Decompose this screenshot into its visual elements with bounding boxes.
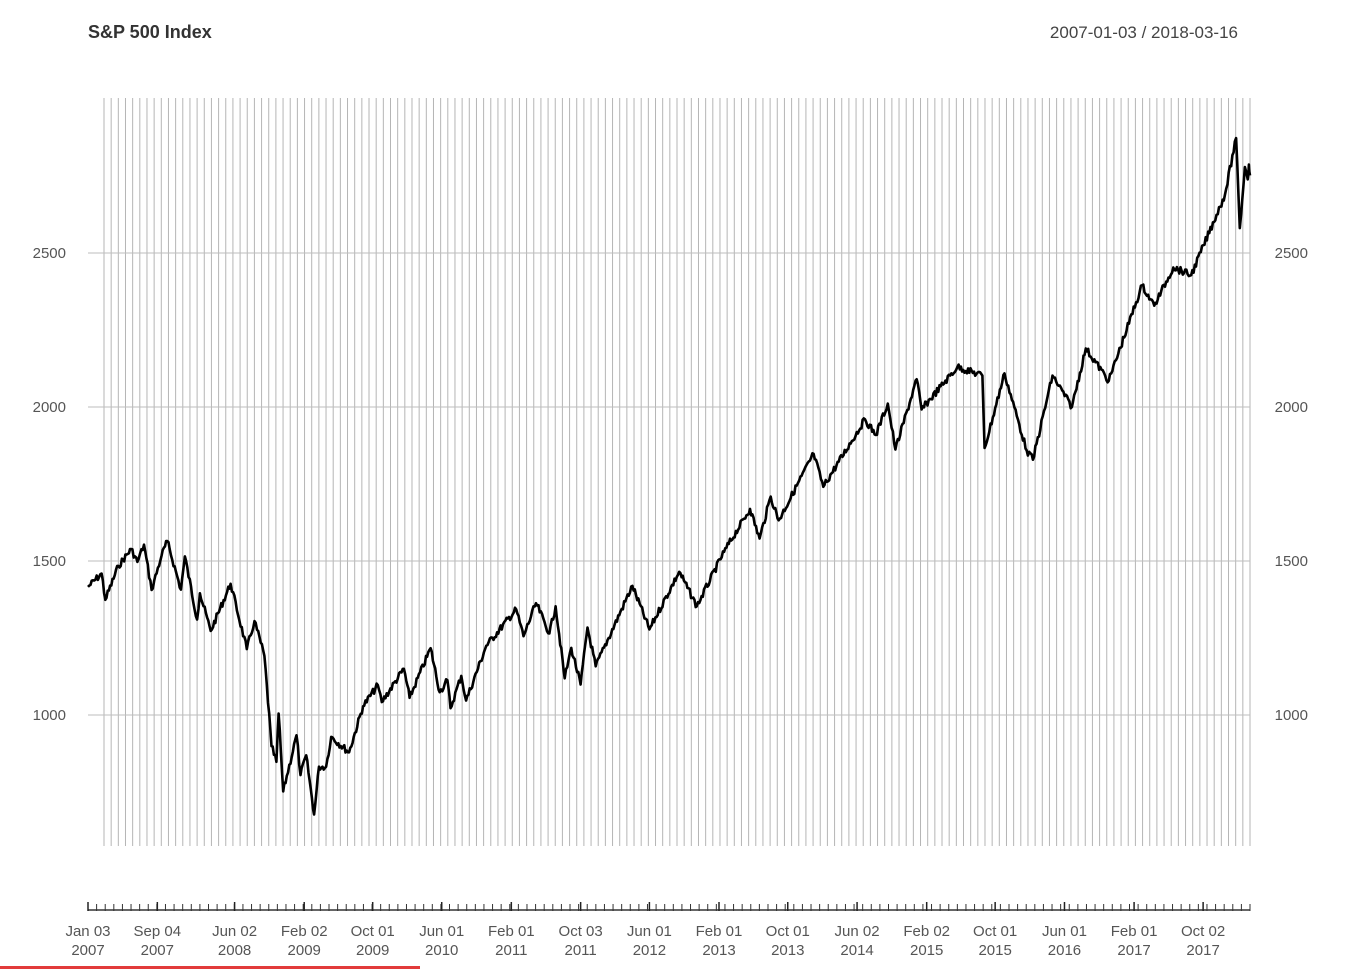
y-tick-label-right: 1000 — [1275, 707, 1308, 724]
x-tick-label-year: 2016 — [1048, 942, 1081, 959]
x-tick-label-year: 2011 — [495, 942, 527, 959]
x-tick-label-year: 2015 — [978, 942, 1011, 959]
x-tick-label-month: Jun 01 — [1042, 923, 1087, 940]
date-range: 2007-01-03 / 2018-03-16 — [1050, 23, 1238, 42]
x-tick-label-month: Jun 01 — [627, 923, 672, 940]
y-axis-right: 1000 1500 2000 2500 — [1275, 245, 1308, 724]
y-tick-label-right: 2000 — [1275, 399, 1308, 416]
x-tick-label-year: 2012 — [633, 942, 666, 959]
x-tick-label-month: Oct 02 — [1181, 923, 1225, 940]
x-tick-label-year: 2015 — [910, 942, 943, 959]
x-tick-label-month: Jun 02 — [212, 923, 257, 940]
x-axis: Jan 03 2007 Sep 04 2007 Jun 02 2008 Feb 02 2009… — [65, 902, 1251, 959]
y-tick-label-right: 1500 — [1275, 553, 1308, 570]
y-axis-left: 1000 1500 2000 2500 — [33, 245, 66, 724]
x-tick-label-month: Feb 01 — [488, 923, 535, 940]
x-tick-label-month: Jun 02 — [835, 923, 880, 940]
y-tick-label-left: 2500 — [33, 245, 66, 262]
x-tick-label-month: Jun 01 — [419, 923, 464, 940]
series-layer — [87, 136, 1252, 816]
y-tick-label-left: 1500 — [33, 553, 66, 570]
x-tick-label-year: 2013 — [771, 942, 804, 959]
x-tick-label-year: 2010 — [425, 942, 458, 959]
y-tick-label-left: 2000 — [33, 399, 66, 416]
x-tick-label-year: 2011 — [565, 942, 597, 959]
x-tick-label-year: 2017 — [1186, 942, 1219, 959]
x-tick-label-month: Feb 02 — [903, 923, 950, 940]
x-tick-label-year: 2013 — [702, 942, 735, 959]
x-tick-label-month: Jan 03 — [65, 923, 110, 940]
series-line — [87, 136, 1252, 816]
x-tick-label-month: Feb 02 — [281, 923, 328, 940]
video-progress-bar — [0, 966, 420, 969]
y-tick-label-left: 1000 — [33, 707, 66, 724]
x-tick-label-year: 2009 — [356, 942, 389, 959]
x-tick-label-month: Oct 01 — [766, 923, 810, 940]
x-tick-label-month: Feb 01 — [1111, 923, 1158, 940]
x-tick-label-year: 2017 — [1117, 942, 1150, 959]
x-tick-label-month: Feb 01 — [696, 923, 743, 940]
x-tick-label-year: 2007 — [71, 942, 104, 959]
plot-grid — [88, 98, 1251, 846]
x-tick-label-year: 2014 — [840, 942, 873, 959]
x-tick-label-month: Oct 01 — [973, 923, 1017, 940]
x-tick-label-month: Oct 03 — [559, 923, 603, 940]
x-tick-label-month: Oct 01 — [351, 923, 395, 940]
y-tick-label-right: 2500 — [1275, 245, 1308, 262]
x-tick-label-year: 2008 — [218, 942, 251, 959]
x-tick-label-year: 2007 — [141, 942, 174, 959]
x-tick-label-month: Sep 04 — [134, 923, 182, 940]
x-tick-label-year: 2009 — [288, 942, 321, 959]
chart-title: S&P 500 Index — [88, 22, 212, 42]
